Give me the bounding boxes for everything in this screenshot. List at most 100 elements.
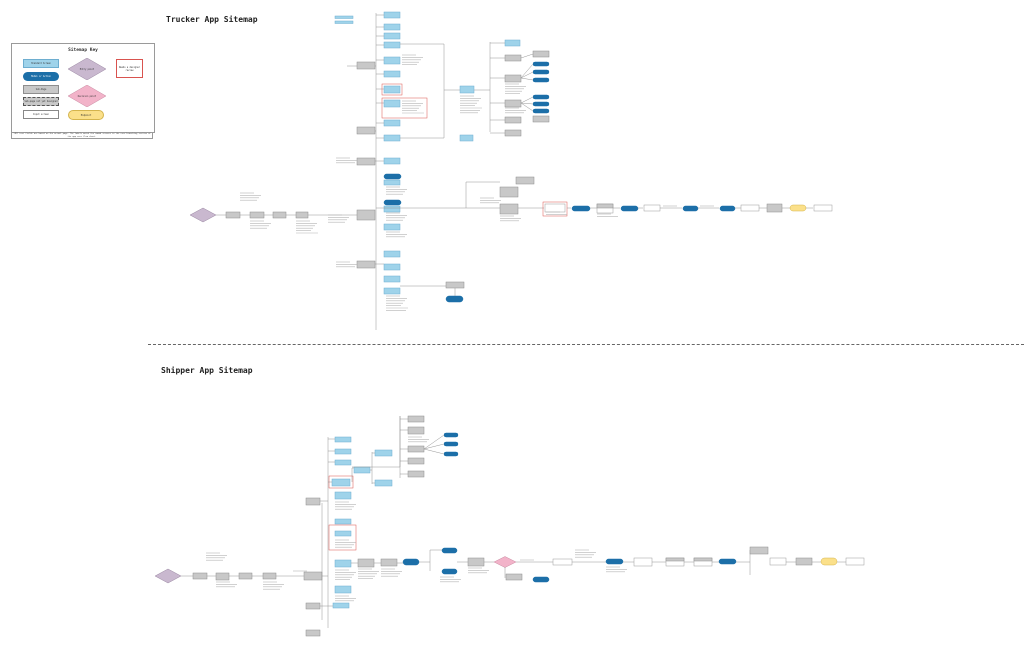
input-screen-node — [633, 557, 653, 567]
sub-page-node — [499, 186, 519, 198]
sub-page-node — [766, 203, 783, 213]
key-decision-point: Decision point — [77, 94, 97, 98]
connector-line — [400, 43, 445, 139]
standard-screen-node — [383, 70, 401, 78]
sub-page-node — [305, 629, 321, 637]
sitemap-key: Sitemap Key Standard Screen Modal or Act… — [11, 43, 155, 133]
sub-page-node — [467, 557, 485, 567]
modal-action-node — [443, 441, 459, 447]
standard-screen-node — [374, 479, 393, 487]
modal-action-node — [441, 568, 458, 575]
modal-action-node — [532, 101, 550, 107]
modal-action-node — [682, 205, 699, 212]
connector-line — [423, 434, 445, 450]
sub-page-node — [665, 557, 685, 562]
standard-screen-node — [504, 39, 521, 47]
standard-screen-node — [383, 250, 401, 258]
input-screen-node — [552, 558, 573, 566]
shipper-sitemap-title: Shipper App Sitemap — [161, 366, 253, 375]
connector-line — [520, 96, 534, 104]
sub-page-node — [407, 445, 425, 453]
section-separator — [148, 344, 1024, 345]
standard-screen-node — [383, 134, 401, 142]
sub-page-node — [262, 572, 277, 580]
sub-page-node — [504, 129, 522, 137]
key-standard-screen: Standard Screen — [23, 59, 59, 68]
endpoint-node — [820, 557, 838, 566]
standard-screen-node — [459, 134, 474, 142]
key-decision-diamond-shape — [68, 85, 106, 107]
key-entry-point: Entry point — [79, 67, 95, 71]
entry-point-diamond — [154, 568, 182, 584]
modal-action-node — [605, 558, 624, 565]
sub-page-node — [357, 558, 375, 568]
input-screen-node — [740, 204, 760, 212]
connector-line — [351, 467, 354, 482]
connector-line — [520, 102, 534, 112]
connector-line — [376, 181, 500, 209]
sub-page-node — [305, 497, 321, 506]
standard-screen-node — [383, 119, 401, 127]
standard-screen-node — [383, 157, 401, 165]
standard-screen-node — [383, 11, 401, 19]
review-outline — [381, 97, 428, 119]
key-modal-action: Modal or Action — [23, 72, 59, 81]
connector-line — [520, 53, 534, 59]
sub-page-node — [445, 281, 465, 289]
review-outline — [381, 83, 403, 96]
sub-page-node — [499, 203, 519, 215]
connector-line — [520, 63, 534, 79]
sub-page-node — [407, 415, 425, 423]
standard-screen-node — [334, 585, 352, 594]
modal-action-node — [532, 576, 550, 583]
sub-page-node — [504, 116, 522, 124]
connector-line — [423, 448, 445, 455]
key-endpoint: Endpoint — [68, 110, 104, 120]
standard-screen-node — [331, 478, 351, 487]
key-sub-page: Sub-Page — [23, 85, 59, 94]
sub-page-node — [215, 572, 230, 581]
sub-page-node — [356, 260, 376, 269]
modal-action-node — [532, 94, 550, 100]
sub-page-node — [532, 115, 550, 123]
standard-screen-node — [383, 85, 401, 94]
standard-screen-node — [374, 449, 393, 457]
standard-screen-node — [353, 466, 371, 474]
sub-page-node — [693, 557, 713, 562]
modal-action-node — [571, 205, 591, 212]
modal-action-node — [718, 558, 737, 565]
standard-screen-node — [332, 602, 350, 609]
modal-action-node — [402, 558, 420, 566]
sub-page-node — [356, 157, 376, 166]
connector-line — [520, 77, 534, 81]
connector-line — [520, 71, 534, 79]
key-sub-page-not-designed: Sub-page not yet designed — [23, 97, 59, 106]
sub-page-node — [504, 54, 522, 62]
standard-screen-node — [334, 518, 352, 525]
connector-line — [352, 416, 401, 468]
input-screen-node — [845, 557, 865, 566]
sub-page-node — [249, 211, 265, 219]
modal-action-node — [443, 432, 459, 438]
sub-page-node — [356, 126, 376, 135]
standard-screen-node — [383, 41, 401, 49]
modal-action-node — [445, 295, 464, 303]
key-entry-diamond-shape — [68, 58, 106, 80]
standard-screen-node — [383, 179, 401, 186]
sub-page-node — [356, 209, 376, 221]
sub-page-node — [407, 470, 425, 478]
standard-screen-node — [383, 205, 401, 213]
sub-page-node — [532, 50, 550, 58]
connector-line — [423, 443, 445, 450]
sub-page-node — [272, 211, 287, 219]
modal-action-node — [443, 451, 459, 457]
connector-line — [520, 102, 534, 105]
key-input-screen: Input screen — [23, 110, 59, 119]
standard-screen-node — [383, 23, 401, 31]
sub-page-node — [407, 426, 425, 435]
modal-action-node — [383, 173, 402, 180]
review-outline — [328, 524, 357, 551]
sitemap-key-title: Sitemap Key — [68, 48, 98, 53]
sub-page-node — [515, 176, 535, 185]
standard-screen-node — [334, 530, 352, 537]
